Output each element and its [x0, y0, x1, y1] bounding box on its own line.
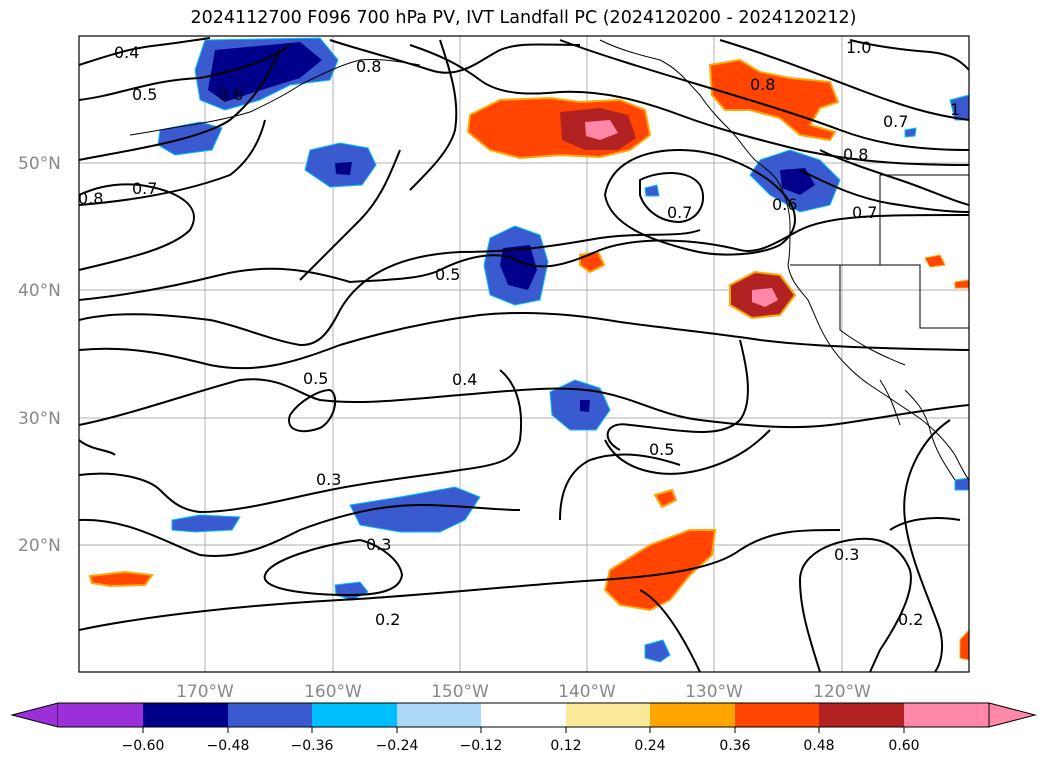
contour-label: 0.7 — [852, 203, 877, 222]
contour-label: 0.3 — [834, 545, 859, 564]
colorbar-tick: 0.48 — [803, 738, 834, 754]
colorbar-tick: 0.36 — [719, 738, 750, 754]
colorbar-segment — [143, 703, 228, 727]
contour-label: 0.3 — [366, 535, 391, 554]
pv-contours — [79, 37, 969, 672]
lat-label: 40°N — [18, 281, 61, 301]
colorbar-segment — [397, 703, 481, 727]
contour-label: 0.5 — [649, 440, 674, 459]
colorbar-segment — [650, 703, 735, 727]
contour-label: 0.8 — [78, 189, 103, 208]
latitude-labels: 50°N 40°N 30°N 20°N — [18, 154, 61, 556]
contour-label: 0.7 — [132, 179, 157, 198]
colorbar-segment — [228, 703, 312, 727]
contour-label: 0.4 — [114, 43, 139, 62]
contour-label: 0.8 — [843, 145, 868, 164]
colorbar-segment — [566, 703, 650, 727]
colorbar-extend-low — [10, 702, 59, 728]
colorbar-segment — [312, 703, 397, 727]
lon-label: 150°W — [431, 682, 489, 702]
lat-label: 50°N — [18, 154, 61, 174]
contour-label: 0.5 — [303, 369, 328, 388]
colorbar-segment — [735, 703, 819, 727]
contour-labels: 0.4 0.5 0.6 0.8 0.7 0.8 0.5 0.4 0.5 0.3 … — [78, 38, 960, 629]
gridlines — [79, 36, 969, 672]
contour-label: 0.5 — [132, 85, 157, 104]
contour-label: 0.3 — [316, 470, 341, 489]
lon-label: 160°W — [304, 682, 362, 702]
contour-label: 0.7 — [883, 112, 908, 131]
colorbar-tick: −0.60 — [122, 738, 165, 754]
contour-label: 0.8 — [750, 75, 775, 94]
contour-label: 1.0 — [846, 38, 871, 57]
contour-label: 1 — [950, 100, 960, 119]
lat-label: 20°N — [18, 536, 61, 556]
negative-pv-shading — [157, 37, 969, 663]
map-title: 2024112700 F096 700 hPa PV, IVT Landfall… — [190, 8, 857, 28]
colorbar-segment — [481, 703, 566, 727]
colorbar-tick: −0.24 — [376, 738, 419, 754]
longitude-labels: 170°W 160°W 150°W 140°W 130°W 120°W — [176, 682, 871, 702]
colorbar-tick: −0.12 — [460, 738, 503, 754]
positive-pv-shading — [88, 58, 969, 661]
contour-label: 0.5 — [435, 265, 460, 284]
coastlines — [129, 39, 969, 481]
lat-label: 30°N — [18, 409, 61, 429]
colorbar: −0.60 −0.48 −0.36 −0.24 −0.12 0.12 0.24 … — [10, 702, 1037, 754]
map-frame — [78, 35, 970, 673]
colorbar-tick: −0.36 — [291, 738, 334, 754]
contour-label: 0.6 — [218, 85, 243, 104]
contour-label: 0.7 — [667, 203, 692, 222]
colorbar-segment — [58, 703, 143, 727]
contour-label: 0.2 — [375, 610, 400, 629]
lon-label: 130°W — [685, 682, 743, 702]
colorbar-extend-high — [988, 702, 1037, 728]
lon-label: 140°W — [558, 682, 616, 702]
colorbar-tick: −0.48 — [207, 738, 250, 754]
lon-label: 170°W — [176, 682, 234, 702]
colorbar-segment — [904, 703, 989, 727]
contour-label: 0.4 — [452, 370, 477, 389]
contour-label: 0.2 — [898, 610, 923, 629]
colorbar-segment — [819, 703, 904, 727]
contour-label: 0.6 — [772, 195, 797, 214]
lon-label: 120°W — [813, 682, 871, 702]
colorbar-tick: 0.60 — [888, 738, 919, 754]
colorbar-tick: 0.12 — [550, 738, 581, 754]
colorbar-tick: 0.24 — [634, 738, 665, 754]
contour-label: 0.8 — [356, 57, 381, 76]
